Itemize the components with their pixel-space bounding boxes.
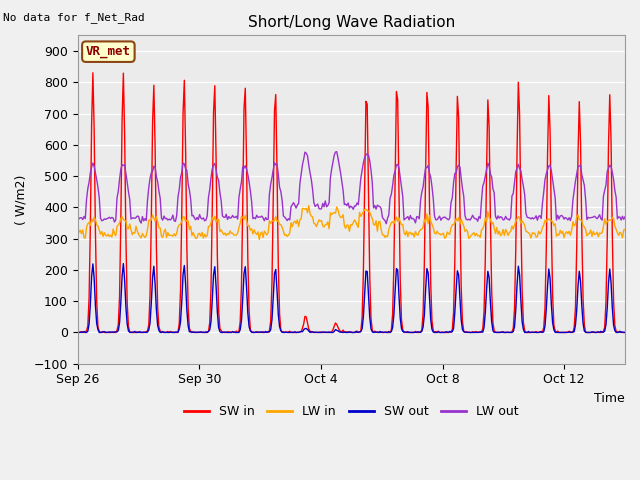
LW in <box>578 218 586 224</box>
LW out <box>578 172 586 178</box>
SW in <box>498 329 506 335</box>
SW in <box>509 325 517 331</box>
Title: Short/Long Wave Radiation: Short/Long Wave Radiation <box>248 15 455 30</box>
LW out <box>498 215 506 220</box>
Line: LW in: LW in <box>77 205 625 240</box>
LW out <box>333 149 340 155</box>
LW out <box>74 214 81 219</box>
Line: LW out: LW out <box>77 152 625 224</box>
SW out <box>74 330 81 336</box>
LW in <box>509 227 517 232</box>
LW in <box>116 220 124 226</box>
SW in <box>394 97 401 103</box>
LW out <box>621 214 629 220</box>
SW out <box>577 279 584 285</box>
LW out <box>383 221 390 227</box>
X-axis label: Time: Time <box>595 392 625 405</box>
LW in <box>498 231 506 237</box>
LW out <box>456 164 464 170</box>
Text: VR_met: VR_met <box>86 45 131 58</box>
SW out <box>455 272 463 278</box>
SW out <box>621 330 629 336</box>
Line: SW out: SW out <box>77 264 625 333</box>
SW in <box>456 205 464 211</box>
SW out <box>392 266 400 272</box>
Line: SW in: SW in <box>77 73 625 333</box>
SW out <box>120 261 127 266</box>
SW in <box>118 116 126 122</box>
LW in <box>74 232 81 238</box>
SW out <box>508 330 516 336</box>
LW out <box>116 176 124 182</box>
Legend: SW in, LW in, SW out, LW out: SW in, LW in, SW out, LW out <box>179 400 524 423</box>
SW in <box>75 330 83 336</box>
LW in <box>255 237 263 242</box>
Y-axis label: ( W/m2): ( W/m2) <box>15 174 28 225</box>
SW in <box>578 229 586 235</box>
LW in <box>456 221 464 227</box>
SW in <box>74 329 81 335</box>
LW out <box>394 161 401 167</box>
LW in <box>621 227 629 232</box>
SW in <box>89 70 97 76</box>
Text: No data for f_Net_Rad: No data for f_Net_Rad <box>3 12 145 23</box>
SW out <box>497 329 504 335</box>
LW out <box>509 191 517 196</box>
SW in <box>621 330 629 336</box>
LW in <box>305 203 312 208</box>
LW in <box>394 219 401 225</box>
SW out <box>116 320 124 325</box>
